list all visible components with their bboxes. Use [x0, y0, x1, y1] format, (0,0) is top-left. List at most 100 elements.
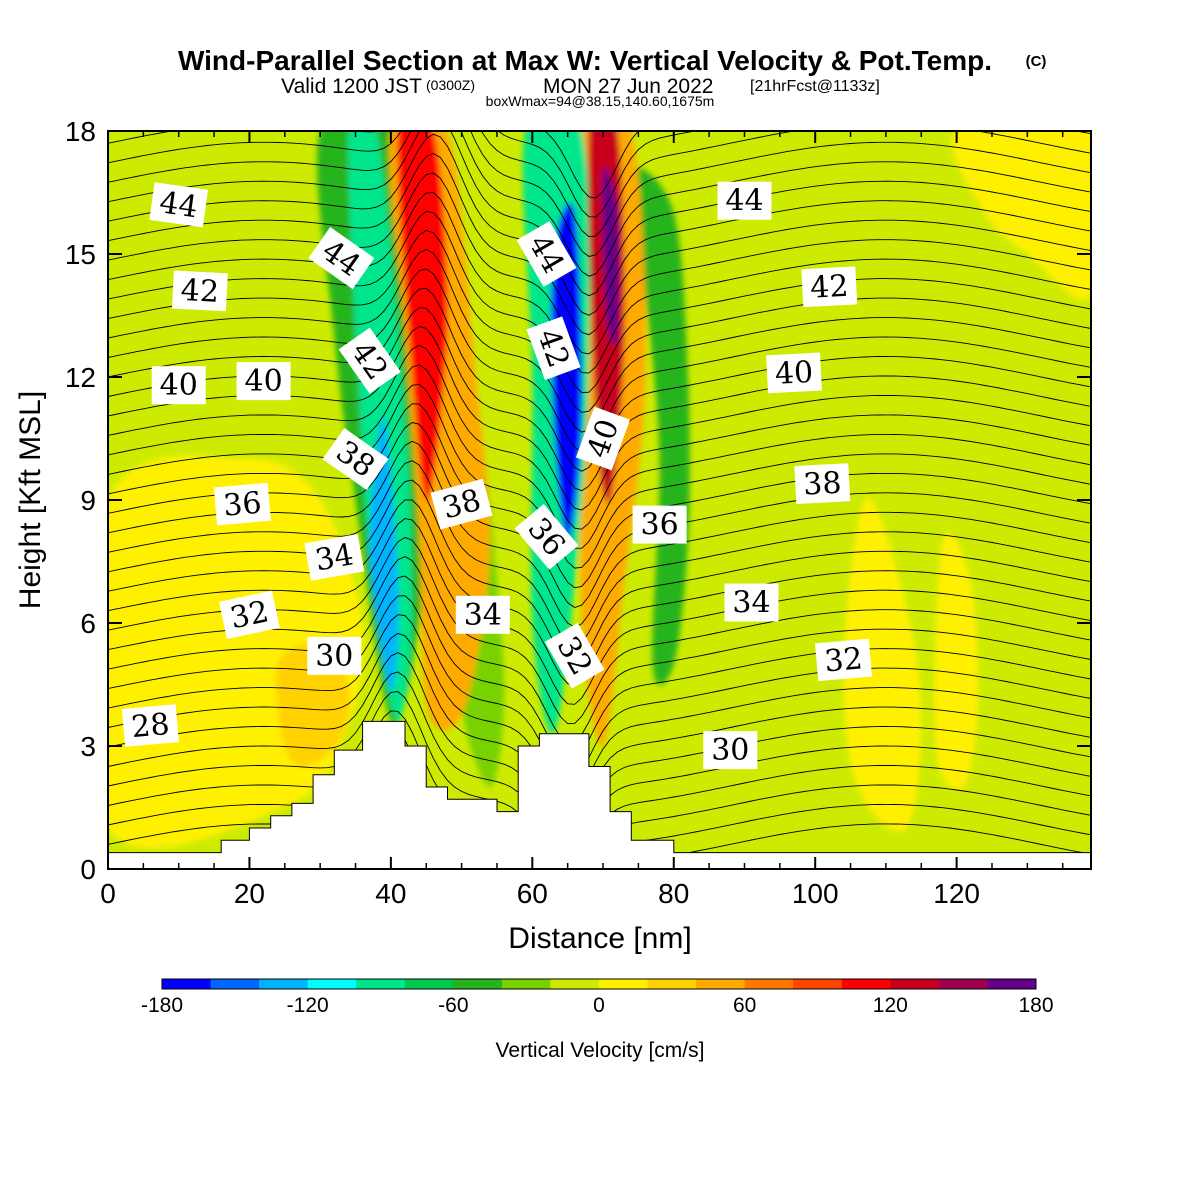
- theta-label-box: [544, 622, 605, 689]
- colorbar-frame: [161, 978, 1037, 990]
- theta-label-box: [801, 266, 858, 308]
- theta-label: 32: [219, 590, 280, 639]
- terrain: [108, 720, 1091, 869]
- colorbar-tick-label: -120: [287, 994, 329, 1017]
- theta-label-text: 40: [245, 364, 283, 399]
- theta-contour: [108, 422, 1091, 608]
- plot-area: [108, 131, 1091, 869]
- x-axis-label: Distance [nm]: [508, 922, 691, 955]
- theta-label-text: 42: [809, 269, 849, 306]
- theta-label-box: [149, 182, 209, 228]
- theta-label: 34: [455, 595, 510, 634]
- velocity-region-lee-yellow-1: [843, 498, 922, 832]
- theta-label-text: 30: [315, 639, 353, 674]
- x-tick-label: 80: [658, 878, 689, 909]
- theta-contour: [108, 614, 1091, 803]
- theta-label-box: [430, 478, 493, 530]
- theta-label-text: 32: [823, 641, 864, 679]
- theta-label-box: [236, 362, 291, 401]
- theta-label-box: [219, 590, 280, 639]
- theta-contour: [108, 131, 1091, 257]
- colorbar-swatch: [599, 979, 649, 989]
- forecast-info: [21hrFcst@1133z]: [750, 78, 880, 95]
- colorbar-swatch: [841, 979, 891, 989]
- theta-label-box: [455, 595, 510, 634]
- theta-label: 44: [717, 181, 772, 220]
- theta-label: 32: [814, 638, 873, 682]
- theta-contour: [108, 131, 1091, 277]
- x-tick-label: 40: [375, 878, 406, 909]
- colorbar-tick-label: -180: [141, 994, 183, 1017]
- theta-label-box: [814, 638, 873, 682]
- theta-contour: [108, 364, 1091, 549]
- x-tick-label: 100: [792, 878, 839, 909]
- theta-label-text: 42: [180, 273, 220, 310]
- theta-contour: [108, 460, 1091, 648]
- theta-label-box: [307, 636, 362, 675]
- y-axis-label: Height [Kft MSL]: [14, 391, 47, 609]
- theta-label: 40: [236, 362, 291, 401]
- theta-contour: [108, 383, 1091, 569]
- theta-label-box: [632, 505, 687, 544]
- x-tick-label: 0: [100, 878, 116, 909]
- theta-contour: [108, 229, 1091, 413]
- theta-label: 30: [307, 636, 362, 675]
- theta-contour: [108, 479, 1091, 667]
- velocity-region-w-pos-1-core: [397, 131, 448, 501]
- y-tick-label: 6: [80, 608, 96, 639]
- colorbar-swatch: [356, 979, 406, 989]
- theta-label-text: 36: [222, 486, 263, 524]
- colorbar-tick-label: 60: [733, 994, 756, 1017]
- theta-label-box: [766, 352, 822, 394]
- theta-label-box: [322, 427, 389, 491]
- theta-contour: [497, 131, 1091, 218]
- theta-label-text: 38: [802, 466, 842, 503]
- theta-label-box: [151, 366, 206, 405]
- valid-prefix: Valid 1200 JST: [281, 75, 422, 98]
- y-tick-label: 15: [65, 239, 96, 270]
- x-axis: 0 20 40 60 80 100 120: [100, 131, 1064, 909]
- y-tick-label: 18: [65, 116, 96, 147]
- theta-contour: [108, 131, 1091, 297]
- theta-label: 28: [121, 704, 179, 747]
- theta-label: 40: [151, 366, 206, 405]
- theta-label-text: 30: [711, 733, 749, 768]
- y-tick-label: 12: [65, 362, 96, 393]
- boxwmax-line: boxWmax=94@38.15,140.60,1675m: [486, 93, 715, 109]
- theta-label: 36: [213, 482, 271, 526]
- theta-contour: [108, 172, 1091, 355]
- theta-contour: [108, 133, 1091, 316]
- colorbar-swatch: [890, 979, 940, 989]
- theta-label: 34: [304, 534, 365, 581]
- theta-label-text: 34: [313, 537, 357, 578]
- y-tick-label: 3: [80, 731, 96, 762]
- valid-time-line: Valid 1200 JST (0300Z) MON 27 Jun 2022 […: [281, 75, 880, 98]
- theta-label-text: 28: [130, 707, 171, 745]
- x-tick-label: 20: [234, 878, 265, 909]
- theta-label-text: 34: [732, 586, 770, 621]
- theta-label: 38: [794, 463, 851, 504]
- velocity-region-top-right-yellow: [951, 131, 1091, 301]
- colorbar-swatch: [647, 979, 697, 989]
- theta-label: 34: [724, 583, 779, 622]
- theta-contour: [108, 595, 1091, 784]
- colorbar-swatch: [210, 979, 260, 989]
- theta-contour: [108, 344, 1091, 530]
- valid-date: MON 27 Jun 2022: [543, 75, 713, 98]
- theta-label-box: [526, 316, 581, 381]
- theta-label-text: 40: [774, 355, 814, 392]
- colorbar: -180 -120 -60 0 60 120 180: [141, 978, 1054, 1017]
- theta-label-box: [308, 227, 375, 290]
- chart-title: Wind-Parallel Section at Max W: Vertical…: [178, 45, 992, 76]
- x-tick-label: 120: [933, 878, 980, 909]
- theta-label-box: [338, 327, 401, 394]
- colorbar-swatch: [501, 979, 551, 989]
- theta-label-box: [304, 534, 365, 581]
- theta-label: 42: [801, 266, 858, 308]
- colorbar-swatch: [550, 979, 600, 989]
- theta-label-box: [724, 583, 779, 622]
- colorbar-swatch: [793, 979, 843, 989]
